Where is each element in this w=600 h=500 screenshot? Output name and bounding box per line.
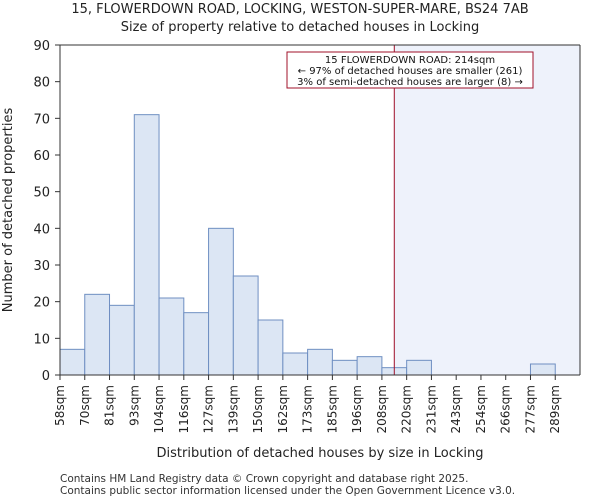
bar <box>208 227 234 376</box>
x-tick-label: 150sqm <box>251 385 265 433</box>
annotation-line-3: 3% of semi-detached houses are larger (8… <box>297 77 523 88</box>
y-tick-label: 40 <box>33 222 50 237</box>
x-tick-label: 231sqm <box>424 385 438 433</box>
y-axis-label: Number of detached properties <box>1 108 16 313</box>
bar <box>158 297 185 376</box>
annotation-line-2: ← 97% of detached houses are smaller (26… <box>298 66 523 77</box>
x-tick-label: 254sqm <box>474 385 488 433</box>
bar <box>84 293 111 376</box>
x-tick-label: 173sqm <box>301 385 315 433</box>
bar <box>356 356 383 376</box>
x-tick-label: 266sqm <box>499 385 513 433</box>
x-tick-label: 289sqm <box>548 385 562 433</box>
bar <box>232 275 259 376</box>
x-tick-label: 139sqm <box>226 385 240 433</box>
annotation-box <box>286 51 534 89</box>
y-tick-label: 90 <box>33 39 50 54</box>
bar <box>257 319 284 376</box>
footer-line-1: Contains HM Land Registry data © Crown c… <box>60 473 469 485</box>
shaded-region <box>394 45 580 375</box>
bar <box>331 359 358 376</box>
y-tick-label: 50 <box>33 186 50 201</box>
y-tick-label: 80 <box>33 76 50 91</box>
y-tick-label: 20 <box>33 296 50 311</box>
y-tick-label: 0 <box>42 369 50 384</box>
x-tick-label: 185sqm <box>325 385 339 433</box>
x-tick-label: 81sqm <box>103 385 117 426</box>
chart-title: 15, FLOWERDOWN ROAD, LOCKING, WESTON-SUP… <box>71 2 529 17</box>
footer-line-2: Contains public sector information licen… <box>60 485 516 497</box>
x-tick-label: 220sqm <box>400 385 414 433</box>
y-tick-label: 60 <box>33 149 50 164</box>
bar <box>59 348 86 376</box>
x-tick-label: 70sqm <box>78 385 92 426</box>
x-tick-label: 208sqm <box>375 385 389 433</box>
x-tick-label: 162sqm <box>276 385 290 433</box>
bar <box>109 304 135 376</box>
bar <box>183 312 210 376</box>
x-tick-label: 58sqm <box>53 385 67 426</box>
annotation-line-1: 15 FLOWERDOWN ROAD: 214sqm <box>325 55 495 66</box>
x-tick-label: 93sqm <box>127 385 141 426</box>
bar <box>406 359 432 376</box>
x-tick-label: 196sqm <box>350 385 364 433</box>
y-tick-label: 70 <box>33 112 50 127</box>
y-tick-label: 30 <box>33 259 50 274</box>
bar <box>529 363 556 376</box>
x-axis-label: Distribution of detached houses by size … <box>157 446 484 461</box>
bar <box>282 352 309 376</box>
bar <box>133 114 160 376</box>
x-tick-label: 277sqm <box>523 385 537 433</box>
x-tick-label: 243sqm <box>449 385 463 433</box>
x-tick-label: 116sqm <box>177 385 191 433</box>
x-tick-label: 127sqm <box>202 385 216 433</box>
x-tick-label: 104sqm <box>152 385 166 433</box>
chart-subtitle: Size of property relative to detached ho… <box>120 20 480 35</box>
y-tick-label: 10 <box>33 332 50 347</box>
bar <box>307 348 333 376</box>
